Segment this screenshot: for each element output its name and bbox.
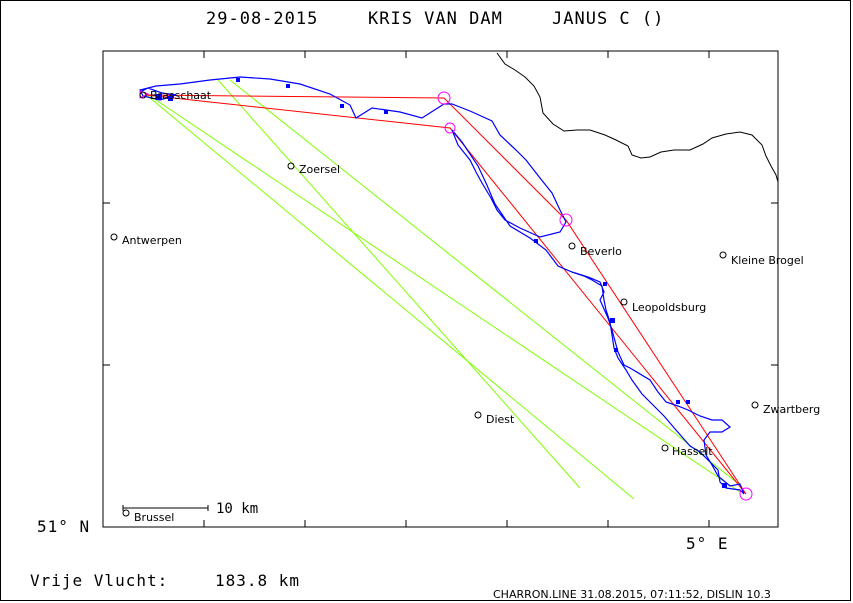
town-marker <box>620 298 628 306</box>
pilot-name: KRIS VAN DAM <box>368 9 503 29</box>
town-marker <box>568 242 576 250</box>
town-label-kleine-brogel: Kleine Brogel <box>731 254 804 267</box>
town-label-beverlo: Beverlo <box>580 245 622 258</box>
town-label-diest: Diest <box>486 413 515 426</box>
town-label-brussel: Brussel <box>134 511 174 524</box>
national-border <box>496 52 779 183</box>
turnpoint-circle <box>444 122 456 134</box>
town-marker <box>751 401 759 409</box>
town-marker <box>719 251 727 259</box>
flight-date: 29-08-2015 <box>206 9 319 29</box>
distance-value: 183.8 km <box>215 571 301 590</box>
town-label-brasschaat: Brasschaat <box>150 89 212 102</box>
town-marker <box>661 444 669 452</box>
credit-line: CHARRON.LINE 31.08.2015, 07:11:52, DISLI… <box>493 588 771 601</box>
straight-lines <box>143 79 741 500</box>
turnpoint-circle <box>559 213 573 227</box>
town-marker <box>122 509 130 517</box>
task-lines <box>145 94 747 495</box>
town-label-antwerpen: Antwerpen <box>122 234 182 247</box>
town-label-hasselt: Hasselt <box>672 445 713 458</box>
town-marker <box>474 411 482 419</box>
latitude-label: 51° N <box>37 517 91 536</box>
town-label-zoersel: Zoersel <box>299 163 340 176</box>
town-marker <box>139 91 147 99</box>
axis-ticks <box>103 51 778 528</box>
town-label-leopoldsburg: Leopoldsburg <box>632 301 706 314</box>
town-label-zwartberg: Zwartberg <box>763 403 820 416</box>
town-marker <box>110 233 118 241</box>
flight-track <box>139 76 745 495</box>
turnpoint-circle <box>437 91 451 105</box>
longitude-label: 5° E <box>686 534 729 553</box>
glider-type: JANUS C () <box>552 9 665 29</box>
town-marker <box>287 162 295 170</box>
distance-label: Vrije Vlucht: <box>30 571 169 590</box>
map-border <box>102 50 779 528</box>
town-markers <box>110 91 759 517</box>
scale-bar <box>122 505 209 511</box>
track-markers <box>156 78 727 488</box>
turnpoint-circle <box>739 487 753 501</box>
scale-bar-label: 10 km <box>216 501 258 517</box>
